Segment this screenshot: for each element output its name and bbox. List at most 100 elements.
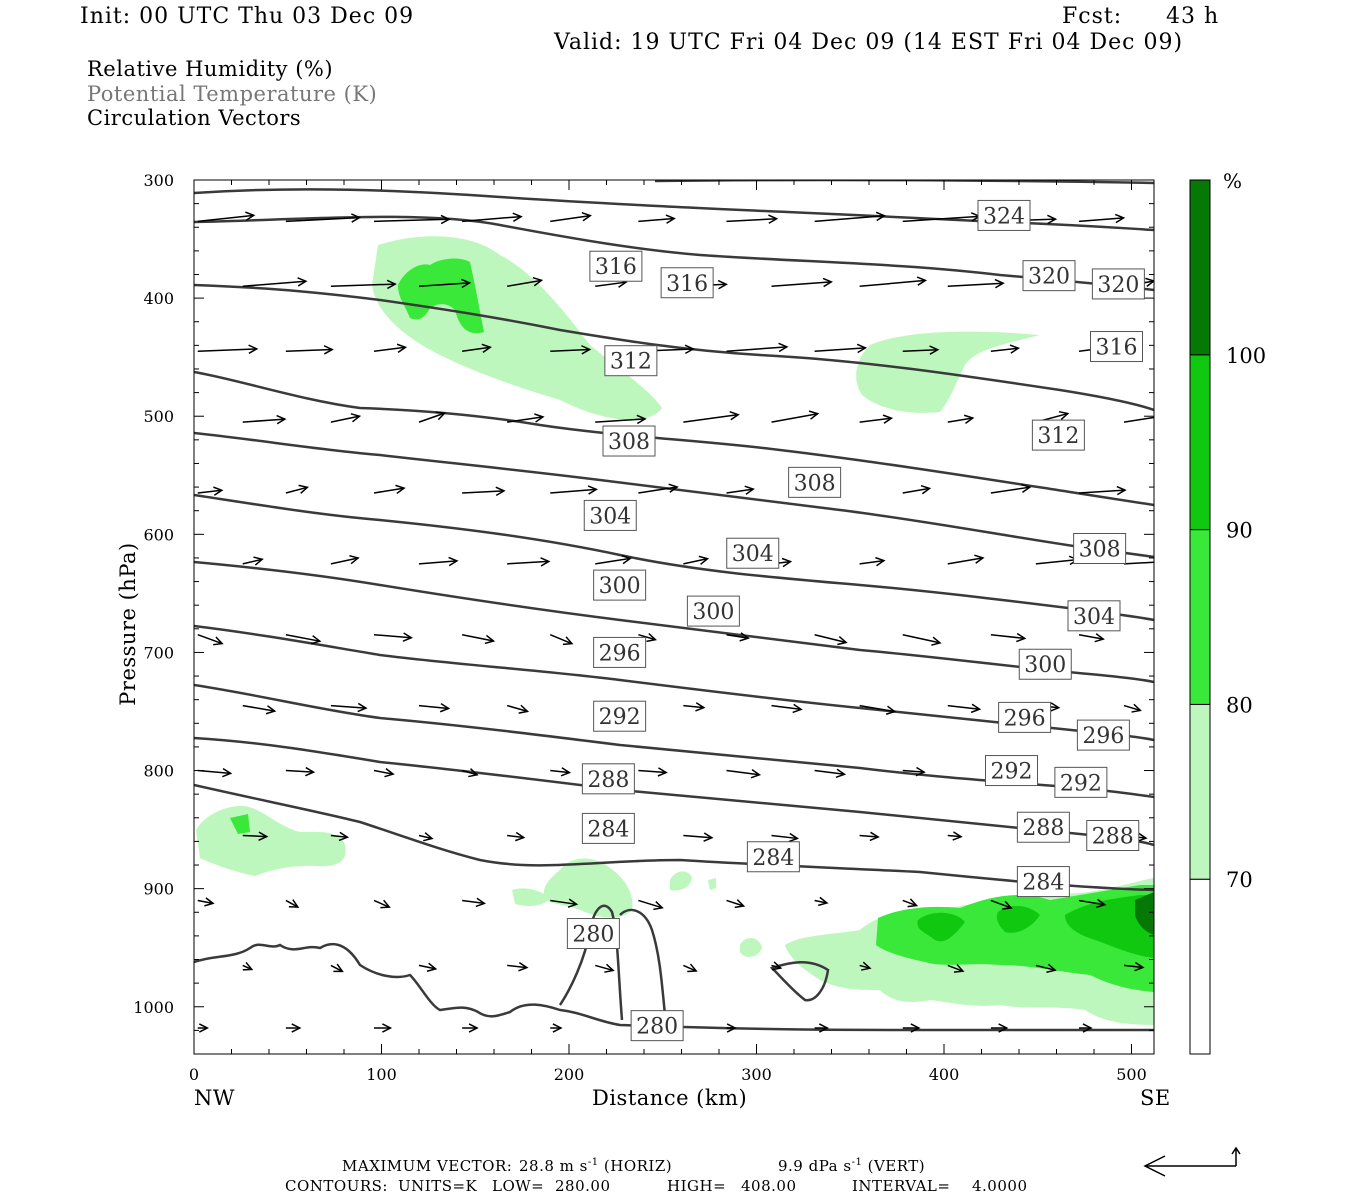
wind-vector	[197, 897, 215, 907]
wind-vector	[902, 345, 940, 355]
wind-vector	[726, 485, 755, 495]
colorbar-label: 90	[1226, 519, 1253, 543]
rh-70-region	[670, 871, 692, 891]
contour-label-box	[1076, 719, 1130, 751]
wind-vector	[550, 211, 592, 223]
wind-vector	[373, 484, 406, 495]
contour-label-box	[1090, 331, 1143, 363]
wind-vector	[462, 897, 486, 908]
wind-vector	[814, 211, 887, 223]
y-tick-label: 1000	[133, 998, 174, 1017]
rh-100-region	[1135, 892, 1154, 935]
theta-contour-280-loop	[769, 961, 830, 1002]
rh-70-region	[543, 858, 633, 918]
wind-vector	[373, 343, 408, 353]
y-axis-title: Pressure (hPa)	[116, 542, 140, 706]
wind-vector	[285, 1023, 302, 1033]
contour-label: 280	[636, 1015, 678, 1040]
contour-label: 304	[1073, 605, 1115, 630]
colorbar-segment	[1189, 703, 1211, 880]
contours-label: CONTOURS:	[285, 1177, 388, 1195]
contour-label: 292	[599, 705, 641, 730]
y-axis: 300 400 500 600 700 800 900 1000	[133, 171, 1154, 1055]
contour-label-box	[602, 425, 656, 457]
wind-vector	[814, 896, 829, 907]
theta-contour-280-loop	[558, 904, 624, 1021]
rh-70-region	[512, 888, 550, 906]
contour-label-box	[593, 636, 647, 668]
wind-vector	[242, 961, 254, 971]
wind-vector	[285, 766, 316, 777]
wind-vector	[242, 414, 287, 425]
theta-contour-324	[194, 188, 1154, 232]
theta-contour-304	[194, 493, 1154, 622]
wind-vector	[373, 899, 391, 909]
wind-vector	[902, 633, 942, 646]
wind-vector	[418, 962, 438, 972]
wind-vector	[197, 486, 224, 496]
contour-label: 284	[1022, 871, 1064, 896]
contours-low: 280.00	[555, 1177, 611, 1195]
wind-vector	[902, 898, 919, 908]
wind-vector	[1078, 633, 1105, 643]
contours-high-label: HIGH=	[667, 1177, 727, 1195]
wind-vector	[197, 1023, 209, 1033]
colorbar-segment	[1189, 354, 1211, 531]
x-tick-label: 500	[1116, 1065, 1147, 1084]
contour-label-box	[589, 250, 643, 282]
y-tick-label: 500	[143, 407, 174, 426]
wind-vector	[461, 768, 479, 778]
init-time: Init: 00 UTC Thu 03 Dec 09	[80, 4, 415, 29]
wind-vector	[726, 214, 779, 224]
contour-label: 312	[1037, 424, 1079, 449]
theta-contour-280-surface	[194, 942, 1154, 1032]
contour-label-box	[998, 701, 1052, 733]
wind-vector	[638, 632, 657, 643]
title-rh: Relative Humidity (%)	[87, 57, 334, 81]
rh-90-region	[1065, 895, 1154, 958]
max-vector-horiz: 28.8 m s-1 (HORIZ)	[519, 1157, 673, 1175]
contour-label-box	[1022, 260, 1076, 292]
wind-vector	[550, 485, 598, 495]
contour-label-box	[660, 267, 714, 299]
wind-vector	[462, 486, 506, 497]
wind-vector	[947, 703, 982, 714]
wind-vector	[990, 899, 1013, 910]
contour-label-box	[1031, 419, 1085, 451]
colorbar-segment	[1189, 529, 1211, 705]
wind-vector	[285, 213, 362, 223]
contour-label-box	[1016, 866, 1070, 898]
contour-label: 300	[692, 600, 734, 625]
wind-vector	[990, 483, 1032, 494]
wind-vector	[242, 831, 269, 841]
contour-label: 300	[1024, 653, 1066, 678]
wind-vector	[330, 963, 344, 973]
wind-vector	[771, 832, 800, 843]
wind-vector	[374, 1023, 393, 1033]
rh-70-region	[740, 938, 762, 957]
contour-label-box	[604, 345, 658, 377]
contour-label: 292	[1060, 771, 1102, 796]
wind-vector	[197, 211, 256, 223]
wind-vector	[683, 555, 710, 565]
colorbar: 70 80 90 100%	[1189, 169, 1266, 1055]
wind-vector	[595, 963, 615, 973]
wind-vector	[242, 704, 277, 715]
theta-contour-284	[194, 783, 1154, 892]
contour-label: 296	[1082, 724, 1124, 749]
contour-label-box	[581, 763, 635, 795]
wind-vector	[1123, 416, 1154, 423]
contour-label-box	[583, 499, 637, 531]
contour-label-box	[726, 537, 780, 569]
wind-vector	[506, 704, 530, 714]
title-vectors: Circulation Vectors	[87, 106, 302, 130]
wind-vector	[814, 1023, 829, 1033]
theta-contour-308	[194, 431, 1154, 559]
contour-label: 320	[1097, 273, 1139, 298]
contour-label-box	[593, 700, 647, 732]
contours-low-label: LOW=	[492, 1177, 545, 1195]
contour-label-box	[566, 918, 620, 950]
wind-vector	[330, 413, 362, 423]
wind-vector	[859, 556, 886, 567]
contour-label-box	[1016, 811, 1070, 843]
